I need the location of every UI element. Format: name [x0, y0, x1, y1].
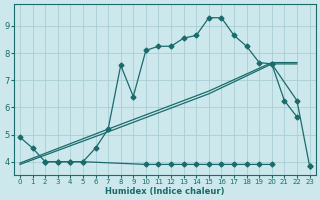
- X-axis label: Humidex (Indice chaleur): Humidex (Indice chaleur): [105, 187, 225, 196]
